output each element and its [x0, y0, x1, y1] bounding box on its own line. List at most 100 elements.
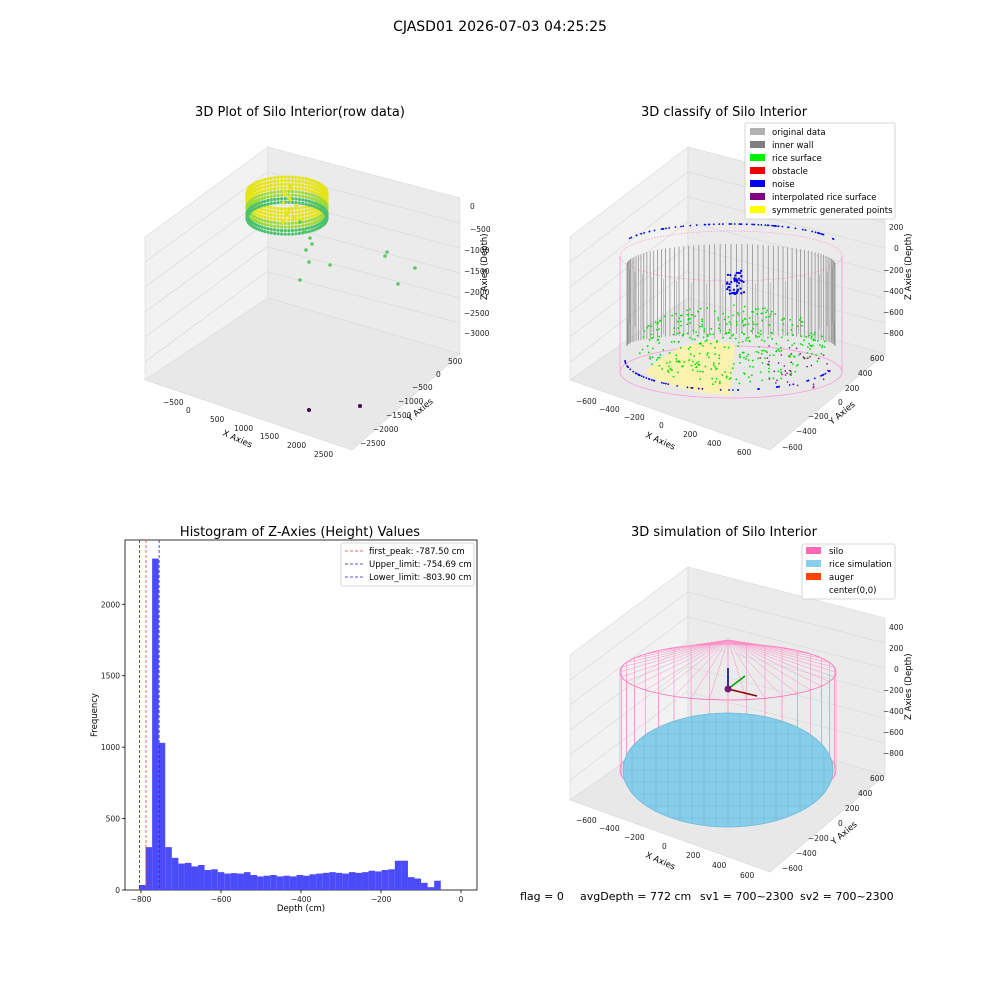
rice-surface-point — [727, 346, 730, 349]
data-point — [310, 193, 314, 197]
data-point — [301, 187, 305, 191]
interpolated-point — [766, 357, 769, 359]
histogram-bar — [421, 882, 428, 890]
rice-surface-point — [647, 351, 650, 354]
data-point — [315, 216, 319, 220]
data-point — [315, 209, 319, 213]
data-point — [301, 198, 305, 202]
data-point — [255, 180, 259, 185]
panel-simulation: 3D simulation of Silo Interior −600 −400… — [569, 525, 914, 880]
rice-surface-point — [775, 349, 778, 352]
rice-surface-point — [735, 320, 738, 323]
histogram-bar — [388, 869, 395, 890]
interpolated-point — [773, 370, 776, 373]
interpolated-point — [802, 356, 805, 358]
rice-surface-point — [768, 370, 770, 373]
rice-surface-point — [695, 366, 698, 369]
data-point — [297, 194, 301, 198]
rice-surface-point — [795, 365, 798, 367]
grid-line — [569, 196, 689, 288]
data-point — [290, 232, 294, 236]
rice-surface-point — [745, 355, 748, 358]
outlier-point — [413, 266, 417, 270]
grid-line — [569, 591, 689, 681]
data-point — [307, 215, 311, 219]
rice-surface-point — [673, 340, 676, 343]
data-point — [269, 183, 273, 188]
y-tick-label: 0 — [838, 398, 843, 407]
rice-surface-point — [686, 323, 689, 326]
noise-point — [728, 223, 731, 225]
histogram-bar — [316, 873, 323, 890]
rice-surface-point — [789, 354, 792, 357]
rice-surface-point — [725, 323, 728, 326]
data-point — [297, 206, 301, 210]
rice-surface-point — [729, 323, 732, 326]
data-point — [269, 213, 273, 217]
data-point — [290, 175, 294, 179]
x-tick-label: −600 — [211, 895, 232, 904]
histogram-bar — [289, 876, 297, 890]
rice-surface-point — [770, 310, 773, 313]
rice-surface-point — [715, 377, 718, 380]
rice-surface-point — [751, 321, 754, 323]
data-point — [310, 218, 314, 222]
data-point — [304, 177, 308, 181]
data-point — [288, 198, 292, 202]
z-tick-label: −2500 — [464, 309, 490, 318]
interpolated-point — [826, 362, 828, 365]
data-point — [313, 183, 317, 187]
z-tick-label: −3000 — [464, 329, 490, 338]
noise-point — [665, 227, 667, 230]
rice-surface-point — [743, 317, 746, 320]
rice-surface-point — [731, 367, 734, 370]
noise-point — [733, 280, 736, 283]
outlier-point — [328, 263, 332, 267]
noise-point — [634, 372, 637, 375]
rice-surface-point — [758, 346, 760, 348]
legend-label: auger — [829, 573, 854, 583]
interpolated-point — [790, 361, 793, 364]
rice-surface-point — [677, 360, 680, 363]
data-point — [260, 214, 264, 218]
histogram-bar — [191, 866, 199, 890]
rice-surface-point — [727, 332, 730, 334]
data-point — [315, 219, 319, 224]
rice-surface-point — [801, 321, 803, 324]
z-axis-label: Z Axies (Depth) — [904, 233, 914, 300]
data-point — [310, 229, 314, 233]
noise-point — [777, 225, 780, 228]
rice-surface-point — [799, 343, 802, 345]
rice-surface-point — [748, 365, 751, 368]
z-axis-label: Z Axies (Depth) — [904, 653, 914, 720]
rice-surface-point — [721, 374, 724, 376]
data-point — [307, 178, 311, 182]
z-tick-label: −600 — [883, 728, 904, 737]
center-axis-x — [727, 688, 758, 697]
panel-classify: 3D classify of Silo Interior −600 −400 −… — [569, 105, 914, 457]
data-point — [290, 210, 294, 215]
data-point — [280, 182, 284, 186]
rice-surface-point — [791, 324, 794, 326]
grid-line — [569, 690, 689, 781]
grid-line — [687, 271, 886, 324]
rice-surface-point — [798, 354, 800, 356]
rice-surface-point — [808, 334, 811, 337]
rice-surface-point — [744, 323, 747, 326]
silo-simulation — [619, 639, 837, 828]
grid-line — [569, 171, 689, 263]
rice-surface-point — [648, 338, 651, 341]
data-point — [310, 186, 314, 190]
data-point — [294, 221, 298, 225]
data-point — [284, 212, 289, 216]
data-point — [269, 201, 273, 206]
noise-point — [726, 287, 729, 291]
y-tick-label: 500 — [448, 357, 463, 366]
rice-surface-point — [701, 323, 703, 326]
rice-surface-point — [679, 320, 682, 323]
y-tick-label: −400 — [796, 849, 817, 858]
data-point — [280, 186, 284, 190]
y-axis-label: Frequency — [90, 693, 100, 737]
noise-point — [733, 223, 736, 225]
rice-surface-point — [757, 307, 760, 310]
